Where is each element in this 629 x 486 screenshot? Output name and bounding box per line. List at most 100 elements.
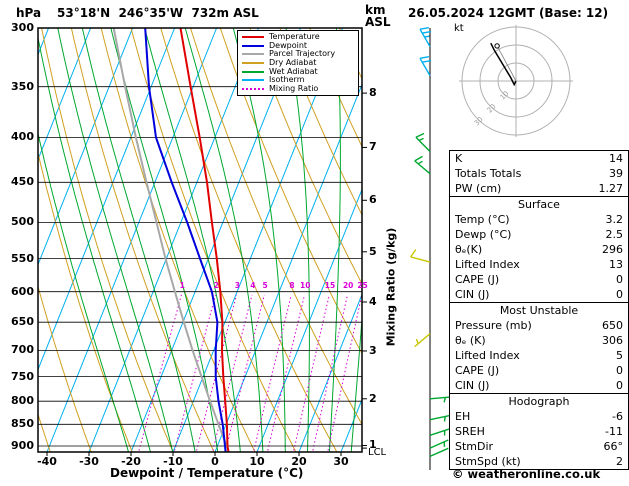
stat-row-totals-totals: Totals Totals 39 bbox=[450, 166, 628, 181]
legend: Temperature Dewpoint Parcel Trajectory D… bbox=[237, 30, 359, 97]
mr-labels-item: 10 bbox=[300, 280, 311, 290]
stats-panel: K 14 Totals Totals 39 PW (cm) 1.27 Surfa… bbox=[449, 150, 629, 470]
mr-labels-item: 25 bbox=[357, 280, 368, 290]
km-ticks-item: 2 bbox=[369, 391, 377, 405]
pressure-axis-unit: hPa bbox=[16, 6, 42, 20]
p-ticks-item: 750 bbox=[11, 369, 34, 383]
stat-row-surface-thetae: θₑ(K) 296 bbox=[450, 242, 628, 257]
station-title: 53°18'N 246°35'W 732m ASL bbox=[57, 6, 259, 20]
stat-value: 306 bbox=[602, 334, 623, 347]
stat-value: 66° bbox=[603, 440, 624, 453]
stat-label: CAPE (J) bbox=[455, 273, 500, 286]
stat-value: -6 bbox=[612, 410, 623, 423]
stat-row-surface-temp: Temp (°C) 3.2 bbox=[450, 212, 628, 227]
stat-row-eh: EH -6 bbox=[450, 409, 628, 424]
stat-label: CIN (J) bbox=[455, 288, 490, 301]
stat-label: θₑ (K) bbox=[455, 334, 486, 347]
p-ticks-item: 600 bbox=[11, 284, 34, 298]
most-unstable-stats-table: Most Unstable Pressure (mb) 650 θₑ (K) 3… bbox=[449, 302, 629, 394]
legend-row-parcel: Parcel Trajectory bbox=[242, 50, 354, 59]
stat-value: 5 bbox=[616, 349, 623, 362]
stat-label: Pressure (mb) bbox=[455, 319, 532, 332]
t-ticks-item: -20 bbox=[121, 455, 141, 468]
p-ticks-item: 500 bbox=[11, 215, 34, 229]
km-ticks-item: 8 bbox=[369, 86, 377, 100]
p-ticks-item: 850 bbox=[11, 417, 34, 431]
surface-stats-table: Surface Temp (°C) 3.2 Dewp (°C) 2.5 θₑ(K… bbox=[449, 196, 629, 303]
stat-row-surface-lifted-index: Lifted Index 13 bbox=[450, 257, 628, 272]
hodograph-ring-label: 30 bbox=[473, 115, 485, 127]
km-ticks-item: 1 bbox=[369, 438, 377, 452]
mr-labels-item: 2 bbox=[213, 280, 219, 290]
stat-label: EH bbox=[455, 410, 471, 423]
sounding-curves bbox=[112, 28, 230, 452]
stat-row-surface-cin: CIN (J) 0 bbox=[450, 287, 628, 302]
hodograph-ring-label: 20 bbox=[486, 103, 498, 115]
hodograph-storm-marker bbox=[494, 43, 500, 49]
stat-value: -11 bbox=[605, 425, 623, 438]
mr-labels-item: 3 bbox=[234, 280, 240, 290]
stat-label: Dewp (°C) bbox=[455, 228, 512, 241]
skewt-background-lines bbox=[38, 28, 362, 452]
stat-row-sreh: SREH -11 bbox=[450, 424, 628, 439]
p-ticks-item: 300 bbox=[11, 21, 34, 34]
t-ticks-item: -30 bbox=[79, 455, 99, 468]
copyright-link[interactable]: © weatheronline.co.uk bbox=[452, 467, 601, 481]
stat-value: 39 bbox=[609, 167, 623, 180]
wet-adiabat-line-swatch bbox=[242, 70, 264, 73]
mr-labels-item: 20 bbox=[342, 280, 354, 290]
t-ticks-item: 30 bbox=[333, 455, 349, 468]
legend-label-isotherm: Isotherm bbox=[269, 75, 305, 85]
hodograph-unit-label: kt bbox=[454, 23, 464, 34]
km-ticks-item: 3 bbox=[369, 343, 377, 357]
hodograph-stats-table: Hodograph EH -6 SREH -11 StmDir 66° StmS… bbox=[449, 393, 629, 470]
t-ticks-item: 20 bbox=[291, 455, 307, 468]
km-ticks-item: 7 bbox=[369, 140, 377, 154]
t-ticks-item: -40 bbox=[37, 455, 57, 468]
dewpoint-line-swatch bbox=[242, 44, 264, 47]
dewpoint-curve bbox=[144, 28, 227, 452]
legend-label-dewpoint: Dewpoint bbox=[269, 40, 308, 50]
stat-label: θₑ(K) bbox=[455, 243, 483, 256]
t-ticks-item: 0 bbox=[211, 455, 219, 468]
stat-label: Totals Totals bbox=[455, 167, 522, 180]
run-date-title: 26.05.2024 12GMT (Base: 12) bbox=[408, 6, 609, 20]
stat-value: 0 bbox=[616, 273, 623, 286]
stat-row-mu-pressure: Pressure (mb) 650 bbox=[450, 318, 628, 333]
stat-label: SREH bbox=[455, 425, 485, 438]
stat-label: PW (cm) bbox=[455, 182, 502, 195]
summary-stats-table: K 14 Totals Totals 39 PW (cm) 1.27 bbox=[449, 150, 629, 197]
legend-row-temperature: Temperature bbox=[242, 33, 354, 42]
stat-value: 2.5 bbox=[605, 228, 624, 241]
legend-row-dry-adiabat: Dry Adiabat bbox=[242, 59, 354, 68]
lcl-label: LCL bbox=[368, 447, 387, 458]
temperature-curve bbox=[179, 28, 230, 452]
stat-label: K bbox=[455, 152, 463, 165]
km-ticks-item: 4 bbox=[369, 294, 377, 308]
p-ticks-item: 400 bbox=[11, 130, 34, 144]
plot-frame bbox=[37, 27, 363, 453]
t-ticks-item: -10 bbox=[163, 455, 183, 468]
stat-value: 296 bbox=[602, 243, 623, 256]
altitude-axis-unit-asl: ASL bbox=[365, 15, 391, 29]
legend-row-dewpoint: Dewpoint bbox=[242, 40, 354, 51]
km-ticks-item: 5 bbox=[369, 244, 377, 258]
p-ticks-item: 800 bbox=[11, 394, 34, 408]
stat-label: Lifted Index bbox=[455, 258, 520, 271]
stat-row-stmdir: StmDir 66° bbox=[450, 439, 628, 454]
dry-adiabat-line-swatch bbox=[242, 62, 264, 65]
legend-label-wet-adiabat: Wet Adiabat bbox=[269, 66, 318, 76]
p-ticks-item: 350 bbox=[11, 79, 34, 93]
legend-label-parcel: Parcel Trajectory bbox=[269, 49, 336, 59]
mr-labels-item: 4 bbox=[250, 280, 256, 290]
mixing-ratio-axis-title: Mixing Ratio (g/kg) bbox=[384, 227, 398, 347]
mr-labels-item: 1 bbox=[179, 280, 185, 290]
p-ticks-item: 700 bbox=[11, 343, 34, 357]
most-unstable-section-title: Most Unstable bbox=[499, 304, 579, 317]
legend-row-mixing-ratio: Mixing Ratio bbox=[242, 84, 354, 94]
stat-label: Lifted Index bbox=[455, 349, 520, 362]
hodograph-ring-label: 10 bbox=[499, 90, 511, 102]
mr-labels-item: 5 bbox=[262, 280, 268, 290]
